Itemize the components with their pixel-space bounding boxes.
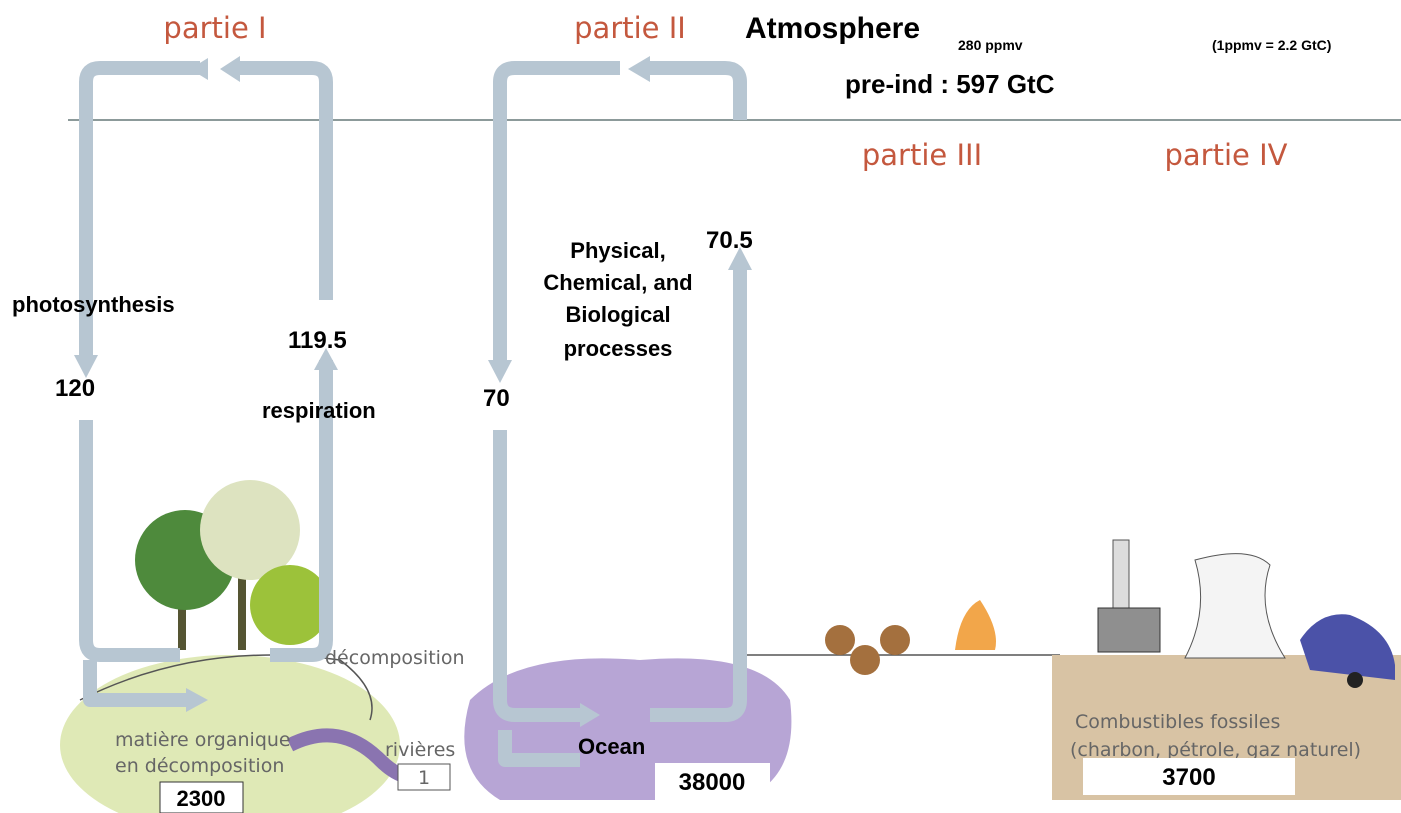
rivers-value: 1: [418, 767, 430, 789]
ocean-mixing-flow: [498, 730, 580, 767]
soil-label: en décomposition: [115, 755, 284, 777]
arrow-head: [186, 688, 208, 712]
fire: [955, 600, 996, 650]
respiration-flow: [240, 61, 333, 662]
chimney: [1112, 539, 1130, 611]
arrow-head: [220, 56, 240, 82]
process-label: Physical,: [570, 238, 665, 263]
process-label: Chemical, and: [543, 270, 692, 295]
flux-value: 119.5: [288, 327, 347, 354]
rivers-label: rivières: [385, 739, 455, 761]
factory: [1097, 607, 1161, 653]
atmosphere-title: Atmosphere: [745, 12, 920, 45]
conversion: (1ppmv = 2.2 GtC): [1212, 37, 1331, 53]
ppmv: 280 ppmv: [958, 37, 1023, 53]
arrow-head: [190, 58, 208, 80]
tree: [200, 480, 300, 580]
cooling-tower: [1184, 553, 1286, 659]
arrow-head: [314, 348, 338, 370]
rivers-box: [397, 763, 451, 791]
log: [825, 625, 855, 655]
tree: [250, 565, 330, 645]
part-label: partie II: [574, 11, 686, 45]
arrow-head: [628, 56, 650, 82]
part-label: partie IV: [1165, 138, 1288, 172]
ocean-label: Ocean: [578, 734, 645, 759]
flux-label: respiration: [262, 398, 376, 423]
flux-value: 70.5: [706, 227, 753, 254]
fossil-value: 3700: [1162, 764, 1215, 791]
trunk: [178, 580, 186, 650]
wheel: [1347, 672, 1363, 688]
soil-label: matière organique: [115, 729, 291, 751]
arrow-head: [488, 360, 512, 383]
soil-box: [159, 781, 244, 813]
car: [1300, 614, 1395, 680]
process-label: Biological: [565, 302, 670, 327]
arrow-head: [580, 703, 600, 727]
flux-label: photosynthesis: [12, 292, 175, 317]
pre-industrial-stock: pre-ind : 597 GtC: [845, 69, 1055, 99]
fossil-box: [1083, 758, 1295, 795]
soil-value: 2300: [177, 786, 226, 811]
ocean-value: 38000: [679, 769, 746, 796]
fossil-label: (charbon, pétrole, gaz naturel): [1070, 739, 1361, 761]
arrow-head: [728, 247, 752, 270]
part-label: partie I: [163, 11, 266, 45]
log: [850, 645, 880, 675]
trunk: [238, 570, 246, 650]
ocean-uptake-flow: [493, 61, 620, 722]
flux-value: 120: [55, 375, 95, 402]
decomposition-label: décomposition: [325, 647, 465, 669]
log: [880, 625, 910, 655]
photosynthesis-flow: [79, 61, 200, 662]
process-label: processes: [564, 336, 673, 361]
litter-flow: [83, 660, 190, 707]
part-label: partie III: [862, 138, 982, 172]
arrow-head: [74, 355, 98, 378]
ocean-release-flow: [650, 61, 747, 722]
flux-value: 70: [483, 385, 510, 412]
ocean-box: [655, 763, 770, 800]
fossil-label: Combustibles fossiles: [1075, 711, 1280, 733]
